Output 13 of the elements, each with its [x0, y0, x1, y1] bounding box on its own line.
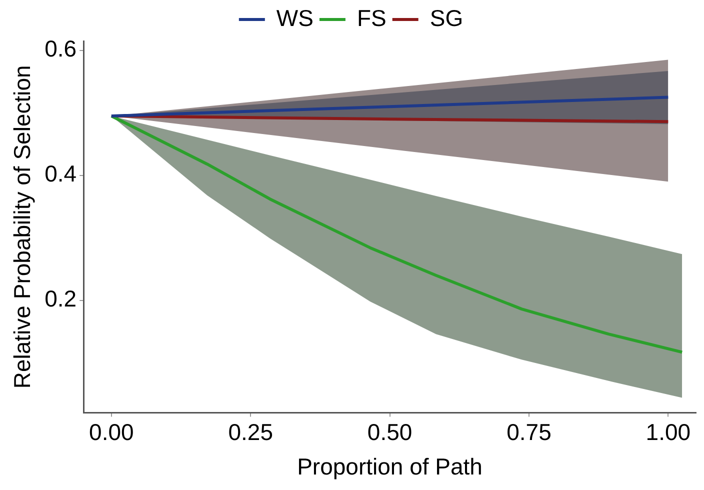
x-axis-title: Proportion of Path	[297, 454, 482, 480]
x-tick-label: 0.25	[228, 418, 273, 445]
legend-label: SG	[430, 4, 464, 31]
y-tick-label: 0.6	[44, 36, 77, 62]
legend-label: FS	[356, 4, 386, 31]
x-tick-label: 0.50	[367, 418, 412, 445]
y-axis-title: Relative Probability of Selection	[9, 65, 36, 389]
legend-label: WS	[276, 4, 314, 31]
y-tick-label: 0.4	[44, 160, 77, 187]
y-tick-label: 0.2	[44, 286, 77, 312]
x-tick-label: 0.75	[506, 418, 552, 445]
x-tick-label: 0.00	[89, 418, 134, 445]
x-tick-label: 1.00	[646, 418, 691, 445]
